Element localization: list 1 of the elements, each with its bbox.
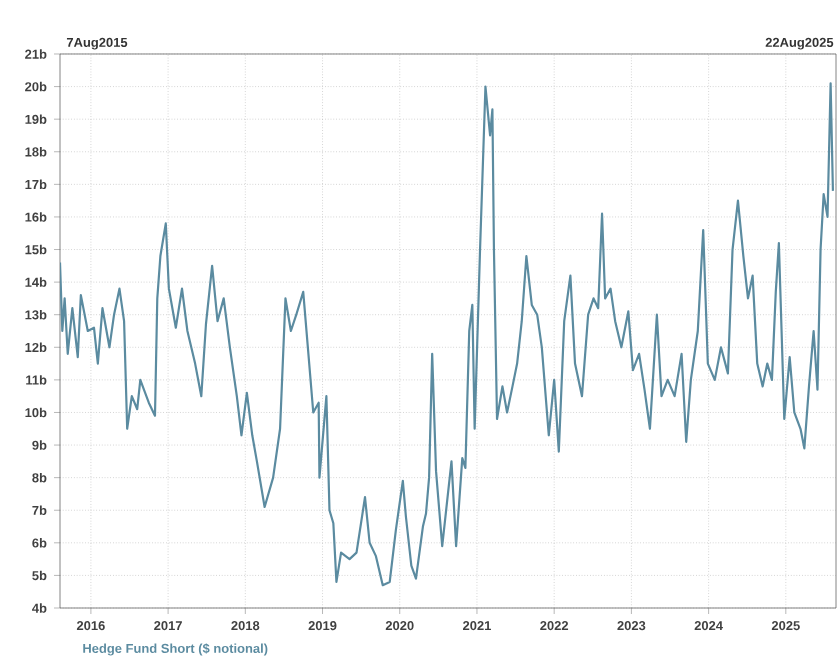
line-series — [60, 82, 835, 587]
